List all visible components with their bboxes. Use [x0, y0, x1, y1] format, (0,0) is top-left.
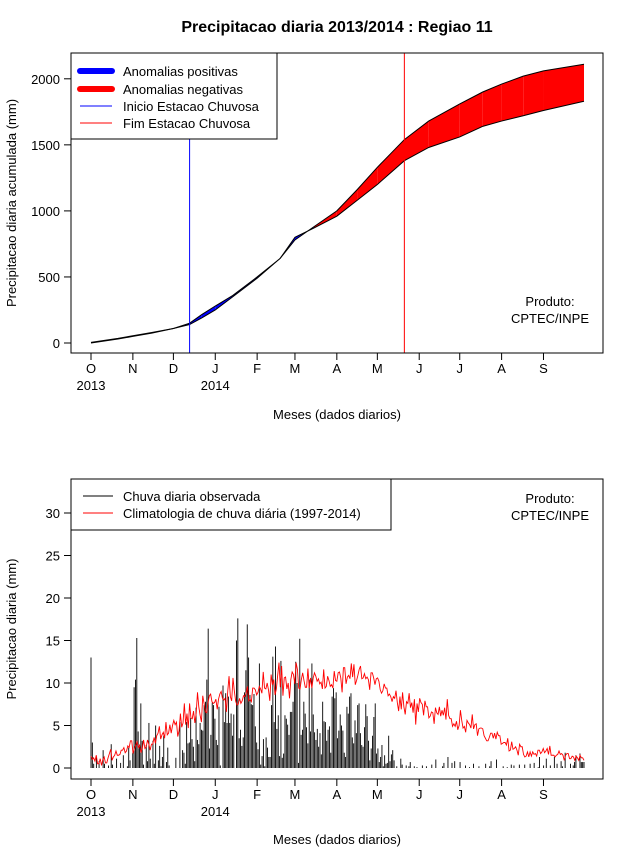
month-tick-label: O: [86, 787, 96, 802]
top-y-axis: 0 500 1000 1500 2000: [31, 72, 71, 351]
bottom-legend-box: [70, 478, 392, 531]
legend-season-end-label: Fim Estacao Chuvosa: [123, 116, 251, 131]
y-tick-label: 2000: [31, 72, 60, 87]
top-credit-line-2: CPTEC/INPE: [511, 311, 589, 326]
year-tick-label: 2013: [77, 804, 106, 819]
month-tick-label: J: [212, 787, 219, 802]
month-tick-label: S: [539, 787, 548, 802]
y-tick-label: 10: [46, 676, 60, 691]
y-tick-label: 20: [46, 591, 60, 606]
month-tick-label: S: [539, 361, 548, 376]
top-legend: Anomalias positivas Anomalias negativas …: [70, 52, 278, 140]
anomaly-segment: [501, 76, 524, 122]
anomaly-segment: [336, 189, 358, 217]
month-tick-label: D: [169, 787, 178, 802]
chart-title: Precipitacao diaria 2013/2014 : Regiao 1…: [181, 19, 492, 36]
month-tick-label: M: [290, 361, 301, 376]
month-tick-label: J: [416, 361, 423, 376]
top-x-axis-label: Meses (dados diarios): [273, 407, 401, 422]
month-tick-label: M: [372, 361, 383, 376]
anomaly-segment: [482, 84, 502, 127]
daily-precipitation-panel: 0 5 10 15 20 25 30 O N D J F M A M J J A S 2013 2014 Precip…: [4, 478, 604, 847]
month-tick-label: A: [332, 787, 341, 802]
month-tick-label: J: [416, 787, 423, 802]
accumulation-lines-group: [90, 63, 585, 344]
anomaly-segment: [428, 103, 460, 148]
anomaly-segment: [523, 70, 544, 116]
month-tick-label: O: [86, 361, 96, 376]
anomaly-segment: [543, 64, 584, 111]
top-credit-line-1: Produto:: [525, 294, 574, 309]
legend-climatology-label: Climatologia de chuva diária (1997-2014): [123, 506, 361, 521]
observed-accumulation-line: [90, 100, 585, 344]
climatology-accumulation-line: [90, 63, 585, 343]
year-tick-label: 2013: [77, 378, 106, 393]
month-tick-label: F: [253, 361, 261, 376]
top-y-axis-label: Precipitacao diaria acumulada (mm): [4, 99, 19, 307]
accumulated-precipitation-panel: Precipitacao diaria 2013/2014 : Regiao 1…: [4, 19, 604, 422]
anomaly-segment: [377, 139, 405, 185]
top-x-axis: O N D J F M A M J J A S 2013 2014: [77, 353, 548, 393]
month-tick-label: J: [212, 361, 219, 376]
bottom-legend: Chuva diaria observada Climatologia de c…: [70, 478, 392, 531]
anomaly-segment: [201, 306, 216, 318]
legend-negative-label: Anomalias negativas: [123, 82, 243, 97]
legend-positive-label: Anomalias positivas: [123, 64, 238, 79]
bottom-x-axis: O N D J F M A M J J A S 2013 2014: [77, 779, 548, 819]
y-tick-label: 25: [46, 549, 60, 564]
y-tick-label: 15: [46, 634, 60, 649]
month-tick-label: A: [497, 787, 506, 802]
month-tick-label: D: [169, 361, 178, 376]
month-tick-label: N: [128, 787, 137, 802]
month-tick-label: A: [497, 361, 506, 376]
month-tick-label: M: [290, 787, 301, 802]
month-tick-label: A: [332, 361, 341, 376]
month-tick-label: J: [456, 361, 463, 376]
bottom-x-axis-label: Meses (dados diarios): [273, 832, 401, 847]
y-tick-label: 30: [46, 506, 60, 521]
climatology-line: [90, 662, 585, 766]
year-tick-label: 2014: [201, 804, 230, 819]
anomaly-segment: [404, 121, 429, 161]
y-tick-label: 0: [53, 336, 60, 351]
top-legend-box: [70, 52, 278, 140]
y-tick-label: 500: [38, 270, 60, 285]
y-tick-label: 5: [53, 719, 60, 734]
month-tick-label: J: [456, 787, 463, 802]
month-tick-label: N: [128, 361, 137, 376]
bottom-credit-line-1: Produto:: [525, 491, 574, 506]
y-tick-label: 1000: [31, 204, 60, 219]
legend-season-start-label: Inicio Estacao Chuvosa: [123, 99, 260, 114]
bottom-y-axis-label: Precipitacao diaria (mm): [4, 559, 19, 700]
legend-observed-label: Chuva diaria observada: [123, 489, 261, 504]
month-tick-label: F: [253, 787, 261, 802]
bottom-y-axis: 0 5 10 15 20 25 30: [46, 506, 71, 776]
anomaly-segment: [459, 92, 483, 137]
y-tick-label: 1500: [31, 138, 60, 153]
year-tick-label: 2014: [201, 378, 230, 393]
daily-rain-bars: [90, 618, 585, 768]
anomaly-segment: [357, 167, 378, 201]
month-tick-label: M: [372, 787, 383, 802]
bottom-credit-line-2: CPTEC/INPE: [511, 508, 589, 523]
y-tick-label: 0: [53, 761, 60, 776]
